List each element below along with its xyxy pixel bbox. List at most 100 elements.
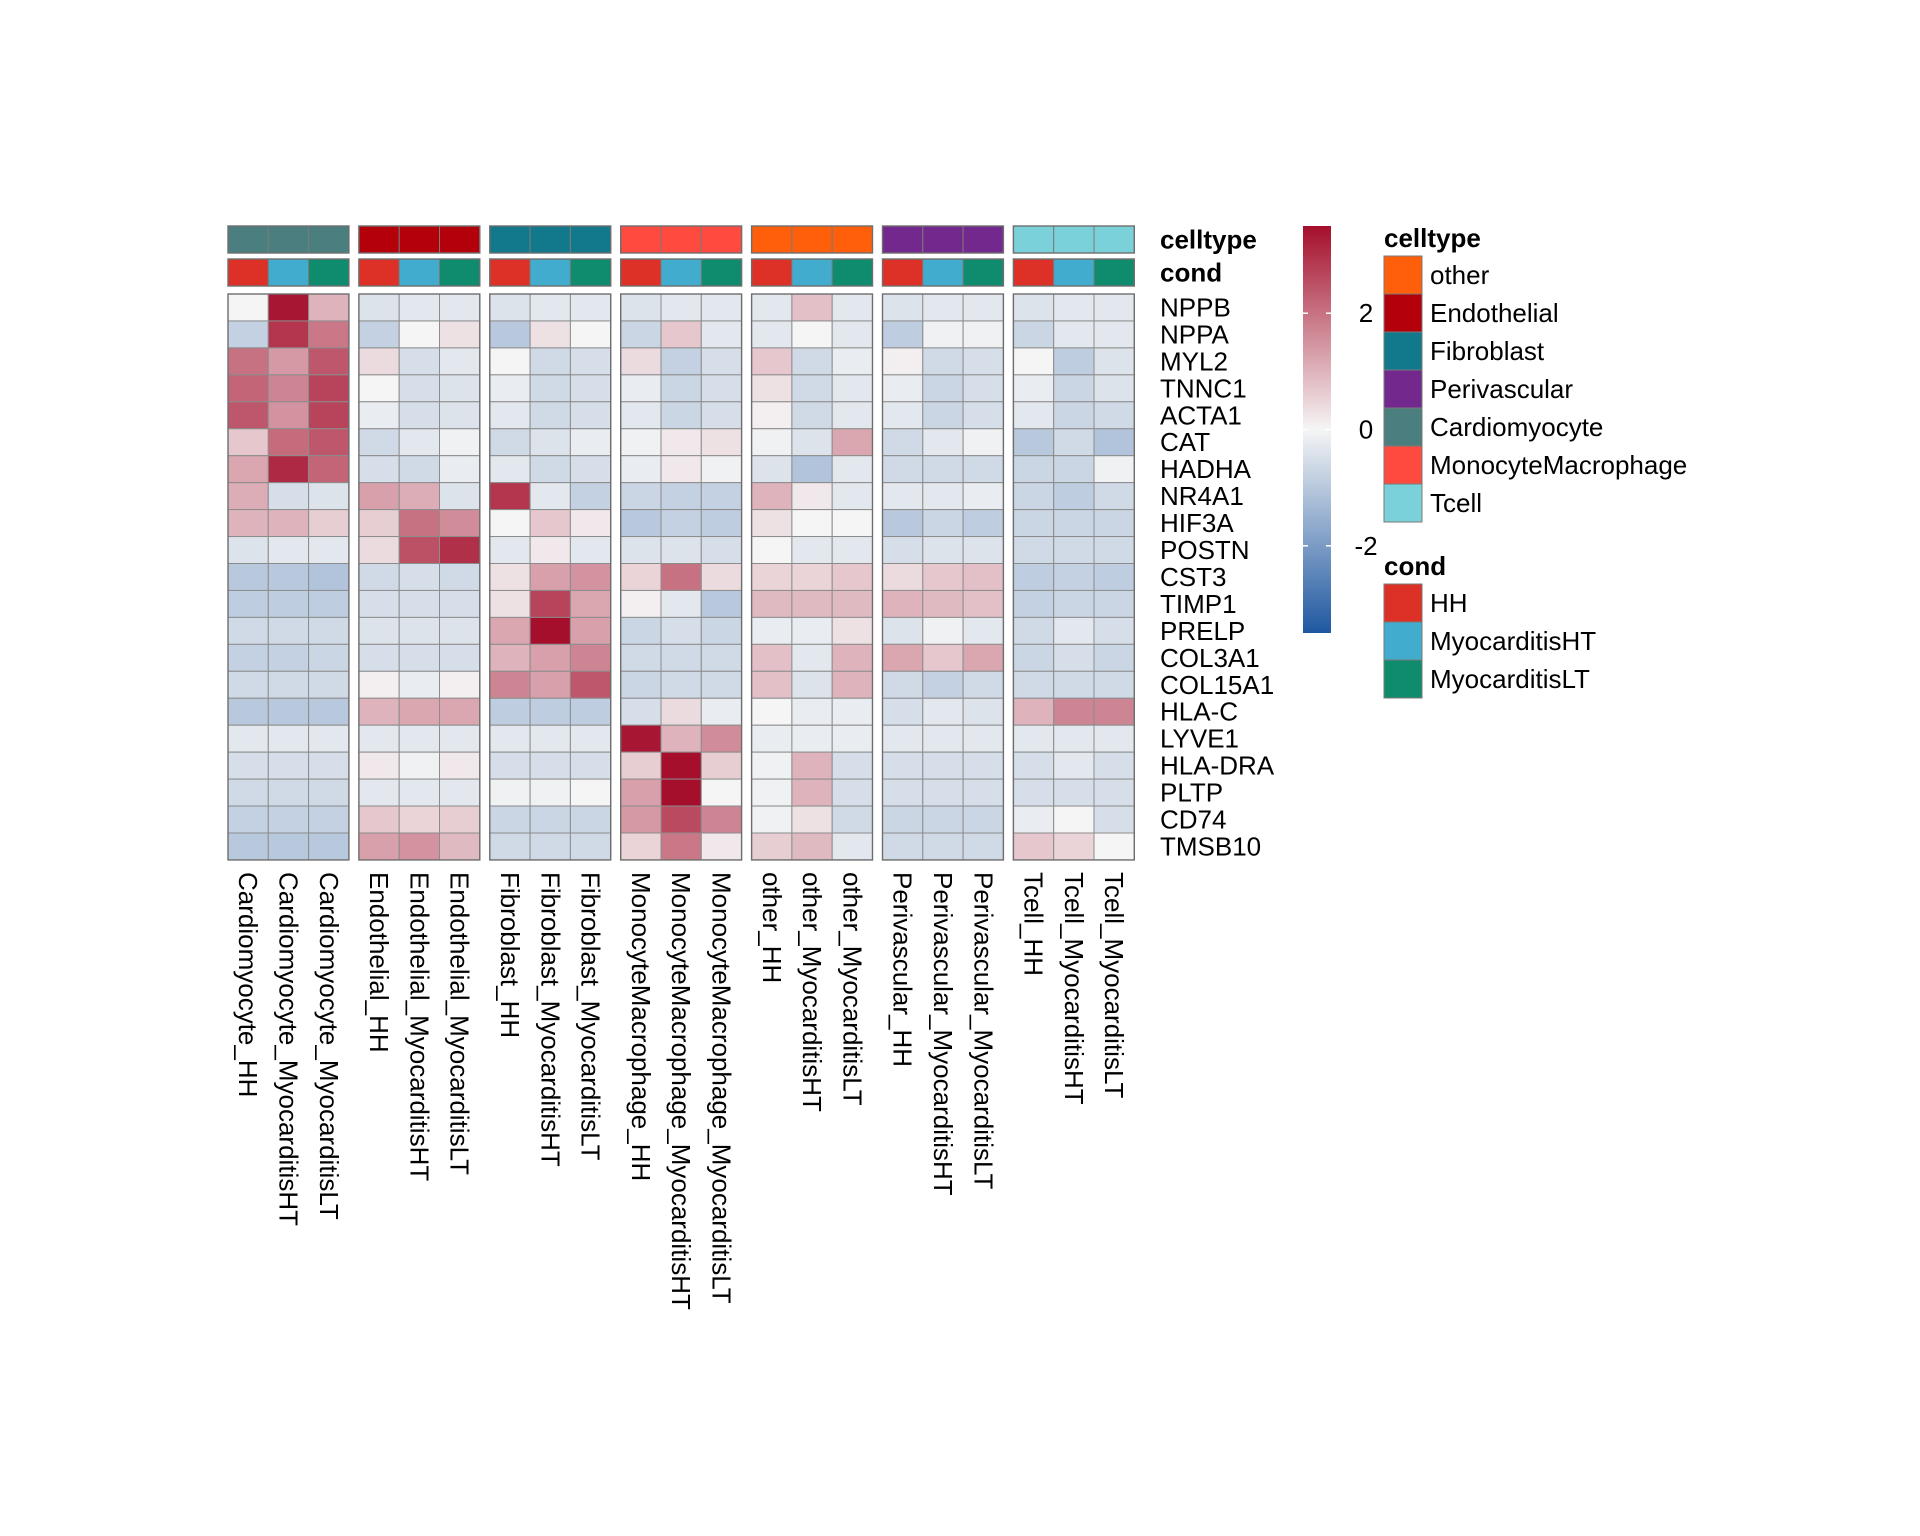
- heatmap-cell: [620, 374, 662, 403]
- heatmap-cell: [962, 670, 1004, 699]
- heatmap-cell: [489, 832, 531, 861]
- heatmap-cell: [620, 293, 662, 322]
- heatmap-cell: [529, 670, 571, 699]
- heatmap-cell: [620, 509, 662, 538]
- heatmap-cell: [791, 724, 833, 753]
- heatmap-cell: [308, 563, 350, 591]
- heatmap-cell: [962, 751, 1004, 780]
- heatmap-cell: [1093, 374, 1135, 403]
- heatmap-cell: [1012, 293, 1055, 322]
- heatmap-cell: [358, 563, 400, 591]
- heatmap-group-border: [881, 293, 1005, 861]
- cond-annotation-cell: [700, 258, 743, 287]
- cond-annotation-cell: [569, 258, 612, 287]
- heatmap-cell: [1053, 401, 1095, 430]
- heatmap-cell: [620, 401, 662, 430]
- celltype-annotation-cell: [1012, 225, 1055, 254]
- heatmap-cell: [962, 589, 1004, 618]
- heatmap-cell: [1012, 482, 1055, 511]
- heatmap-cell: [791, 670, 833, 699]
- heatmap-cell: [882, 805, 924, 834]
- heatmap-cell: [489, 428, 531, 457]
- heatmap-cell: [791, 616, 833, 645]
- heatmap-cell: [267, 455, 310, 484]
- cond-annotation-cell: [660, 258, 702, 287]
- celltype-annotation-cell: [751, 225, 793, 254]
- heatmap-cell: [227, 616, 269, 645]
- heatmap-cell: [1012, 509, 1055, 538]
- heatmap-cell: [358, 751, 400, 780]
- heatmap-cell: [1093, 643, 1135, 672]
- heatmap-cell: [700, 697, 743, 726]
- heatmap-cell: [227, 347, 269, 376]
- heatmap-cell: [569, 751, 612, 780]
- heatmap-cell: [1053, 536, 1095, 564]
- heatmap-cell: [660, 724, 702, 753]
- heatmap-cell: [1093, 563, 1135, 591]
- heatmap-cell: [751, 320, 793, 349]
- heatmap-cell: [922, 320, 964, 349]
- heatmap-cell: [439, 778, 481, 807]
- column-label: other_MyocarditisHT: [797, 872, 827, 1112]
- heatmap-cell: [569, 401, 612, 430]
- celltype-annotation-cell: [439, 225, 481, 254]
- heatmap-cell: [489, 751, 531, 780]
- heatmap-cell: [791, 455, 833, 484]
- heatmap-cell: [227, 643, 269, 672]
- heatmap-cell: [1053, 670, 1095, 699]
- heatmap-cell: [398, 643, 441, 672]
- row-label: HLA-C: [1160, 697, 1238, 727]
- heatmap-cell: [267, 616, 310, 645]
- heatmap-cell: [700, 401, 743, 430]
- celltype-legend-label: Tcell: [1430, 488, 1482, 518]
- heatmap-cell: [882, 347, 924, 376]
- heatmap-cell: [791, 778, 833, 807]
- heatmap-cell: [922, 670, 964, 699]
- heatmap-cell: [308, 697, 350, 726]
- heatmap-cell: [922, 563, 964, 591]
- heatmap-cell: [439, 428, 481, 457]
- column-label: Fibroblast_MyocarditisHT: [535, 872, 565, 1167]
- heatmap-cell: [751, 374, 793, 403]
- heatmap-cell: [922, 751, 964, 780]
- heatmap-cell: [791, 482, 833, 511]
- cond-annotation-cell: [791, 258, 833, 287]
- heatmap-cell: [882, 536, 924, 564]
- heatmap-cell: [700, 455, 743, 484]
- heatmap-cell: [962, 401, 1004, 430]
- heatmap-cell: [791, 751, 833, 780]
- heatmap-cell: [439, 643, 481, 672]
- cond-annotation-cell: [358, 258, 400, 287]
- heatmap-cell: [227, 724, 269, 753]
- heatmap-cell: [1093, 778, 1135, 807]
- heatmap-cell: [1093, 832, 1135, 861]
- row-label: MYL2: [1160, 346, 1228, 376]
- heatmap-cell: [308, 589, 350, 618]
- heatmap-cell: [308, 374, 350, 403]
- heatmap-cell: [1012, 428, 1055, 457]
- heatmap-cell: [791, 320, 833, 349]
- heatmap-cell: [227, 482, 269, 511]
- cond-annotation-cell: [831, 258, 874, 287]
- heatmap-cell: [751, 455, 793, 484]
- heatmap-cell: [529, 751, 571, 780]
- heatmap-cell: [751, 724, 793, 753]
- heatmap-cell: [489, 347, 531, 376]
- heatmap-cell: [1093, 455, 1135, 484]
- heatmap-cell: [791, 347, 833, 376]
- heatmap-cell: [882, 401, 924, 430]
- heatmap-cell: [398, 482, 441, 511]
- heatmap-cell: [882, 455, 924, 484]
- heatmap-cell: [660, 482, 702, 511]
- heatmap-cell: [489, 563, 531, 591]
- heatmap-cell: [1093, 428, 1135, 457]
- heatmap-cell: [962, 293, 1004, 322]
- row-labels: NPPBNPPAMYL2TNNC1ACTA1CATHADHANR4A1HIF3A…: [1160, 292, 1275, 861]
- heatmap-cell: [700, 751, 743, 780]
- annotation-legend: celltype other Endothelial Fibroblast Periva…: [1383, 223, 1687, 699]
- heatmap-cell: [439, 724, 481, 753]
- heatmap-cell: [439, 832, 481, 861]
- column-label: Cardiomyocyte_MyocarditisHT: [273, 872, 303, 1226]
